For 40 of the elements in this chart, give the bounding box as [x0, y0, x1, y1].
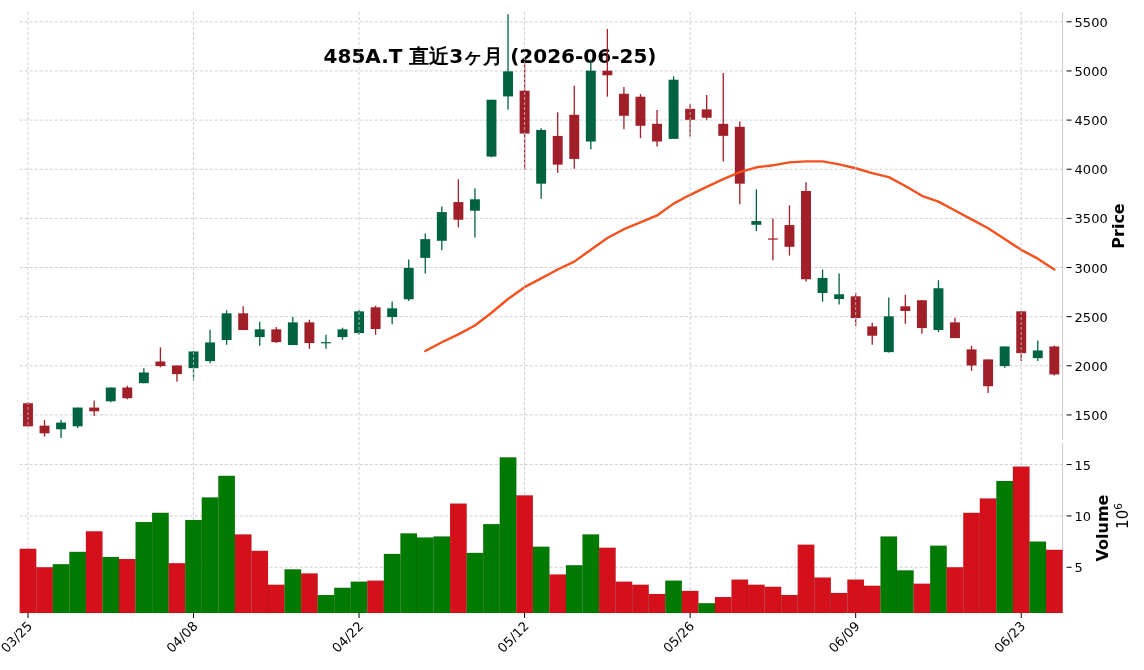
candlestick	[304, 319, 315, 350]
candlestick	[767, 217, 778, 261]
candlestick	[718, 72, 729, 163]
candlestick	[420, 232, 431, 275]
y-tick-label: 5500	[1074, 14, 1108, 30]
candlestick	[387, 300, 398, 325]
y-tick-label: 3000	[1074, 260, 1108, 276]
candlestick	[652, 109, 662, 148]
candlestick	[618, 86, 629, 130]
y-tick-label: 3500	[1074, 211, 1108, 227]
candlestick	[1032, 339, 1043, 362]
candlestick	[701, 94, 712, 121]
candlestick	[867, 322, 878, 346]
y-tick-label: 5000	[1074, 63, 1108, 79]
candlestick	[370, 305, 381, 336]
candlestick	[784, 204, 795, 257]
y-axis-title: Price	[1109, 203, 1128, 249]
candlestick	[834, 272, 845, 306]
candlestick	[966, 345, 977, 372]
candlestick	[900, 294, 911, 325]
candlestick	[287, 316, 298, 346]
y-tick-label: 4000	[1074, 162, 1108, 178]
candlestick	[469, 187, 480, 239]
candlestick	[254, 321, 265, 347]
candlestick	[205, 329, 216, 364]
y-tick-label: 4500	[1074, 113, 1108, 129]
y-axis-title: Volume	[1093, 494, 1112, 562]
line-series	[424, 160, 1056, 353]
y-tick-label: 1500	[1074, 407, 1108, 423]
candlestick	[999, 345, 1010, 369]
y-tick-label: 5	[1074, 560, 1083, 576]
candlestick	[56, 419, 67, 439]
candlestick	[817, 268, 828, 303]
candlestick	[453, 178, 464, 229]
y-tick-label: 15	[1074, 457, 1092, 473]
candlestick	[751, 188, 762, 232]
y-tick-label: 10	[1074, 508, 1092, 524]
y-tick-label: 2000	[1074, 358, 1108, 374]
candlestick	[155, 346, 166, 368]
y-tick-label: 2500	[1074, 309, 1108, 325]
